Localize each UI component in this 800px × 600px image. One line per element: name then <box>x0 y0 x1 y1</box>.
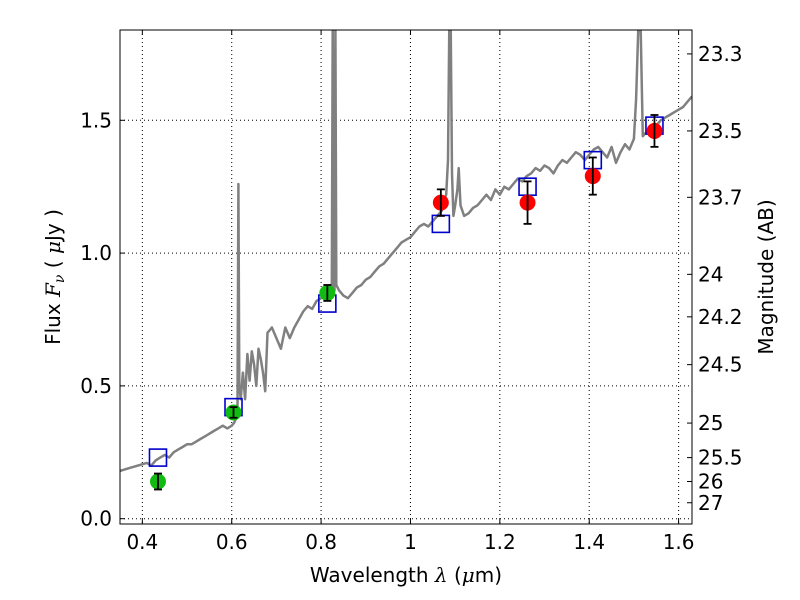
y2-axis-label: Magnitude (AB) <box>754 199 778 354</box>
plot-frame <box>119 29 693 525</box>
plot-background <box>120 30 692 524</box>
y-axis-label: Flux Fν ( μJy ) <box>41 209 68 345</box>
x-tick-label: 1.4 <box>573 530 605 554</box>
magnitude-tick-label: 23.7 <box>698 185 743 209</box>
x-tick-label: 1.2 <box>484 530 516 554</box>
y-tick-label: 1.0 <box>80 241 112 265</box>
magnitude-tick-label: 23.5 <box>698 119 743 143</box>
y-tick-label: 0.0 <box>80 507 112 531</box>
magnitude-tick-label: 25.5 <box>698 446 743 470</box>
magnitude-tick-label: 25 <box>698 411 723 435</box>
magnitude-tick-label: 27 <box>698 491 723 515</box>
x-tick-label: 1 <box>404 530 417 554</box>
magnitude-tick-label: 23.3 <box>698 42 743 66</box>
x-axis-label: Wavelength λ (μm) <box>310 563 502 587</box>
x-tick-label: 0.4 <box>126 530 158 554</box>
y-tick-label: 0.5 <box>80 374 112 398</box>
grid <box>120 30 692 524</box>
magnitude-tick-label: 26 <box>698 470 723 494</box>
y-tick-label: 1.5 <box>80 108 112 132</box>
x-tick-label: 1.6 <box>663 530 695 554</box>
spectrum-line <box>120 30 692 473</box>
x-tick-label: 0.6 <box>216 530 248 554</box>
magnitude-tick-label: 24 <box>698 262 723 286</box>
magnitude-tick-label: 24.5 <box>698 353 743 377</box>
magnitude-tick-label: 24.2 <box>698 305 743 329</box>
x-tick-label: 0.8 <box>305 530 337 554</box>
ticks: 0.4 0.6 0.8 1 1.2 1.4 1.6 0.0 0.5 1.0 1.5 23.3 23.5 2… <box>80 30 743 554</box>
model-photometry-square <box>148 448 168 467</box>
error-bars <box>149 114 663 491</box>
